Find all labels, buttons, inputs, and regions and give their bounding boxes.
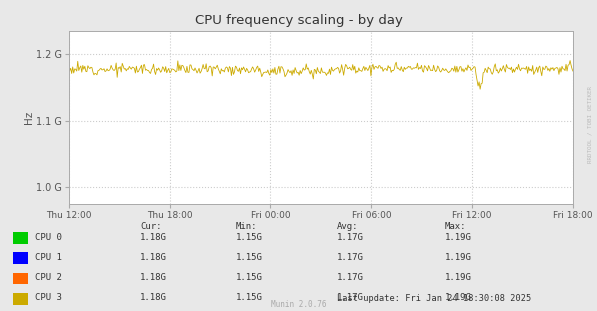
Text: CPU 0: CPU 0	[35, 233, 61, 242]
Text: 1.19G: 1.19G	[445, 273, 472, 282]
Text: Cur:: Cur:	[140, 222, 162, 231]
Text: RRDTOOL / TOBI OETIKER: RRDTOOL / TOBI OETIKER	[587, 86, 592, 163]
Text: 1.19G: 1.19G	[445, 294, 472, 302]
Text: 1.15G: 1.15G	[236, 294, 263, 302]
Text: 1.17G: 1.17G	[337, 233, 364, 242]
Text: 1.18G: 1.18G	[140, 273, 167, 282]
Text: CPU 1: CPU 1	[35, 253, 61, 262]
Text: Max:: Max:	[445, 222, 466, 231]
Text: CPU frequency scaling - by day: CPU frequency scaling - by day	[195, 14, 402, 27]
Text: CPU 2: CPU 2	[35, 273, 61, 282]
Text: 1.15G: 1.15G	[236, 253, 263, 262]
Text: 1.15G: 1.15G	[236, 233, 263, 242]
Text: 1.19G: 1.19G	[445, 233, 472, 242]
Text: 1.17G: 1.17G	[337, 273, 364, 282]
Y-axis label: Hz: Hz	[24, 111, 34, 124]
Text: CPU 3: CPU 3	[35, 294, 61, 302]
Text: Munin 2.0.76: Munin 2.0.76	[271, 300, 326, 309]
Text: Last update: Fri Jan 24 18:30:08 2025: Last update: Fri Jan 24 18:30:08 2025	[337, 294, 531, 303]
Text: 1.19G: 1.19G	[445, 253, 472, 262]
Text: Avg:: Avg:	[337, 222, 359, 231]
Text: 1.18G: 1.18G	[140, 233, 167, 242]
Text: 1.15G: 1.15G	[236, 273, 263, 282]
Text: Min:: Min:	[236, 222, 257, 231]
Text: 1.17G: 1.17G	[337, 253, 364, 262]
Text: 1.18G: 1.18G	[140, 294, 167, 302]
Text: 1.17G: 1.17G	[337, 294, 364, 302]
Text: 1.18G: 1.18G	[140, 253, 167, 262]
